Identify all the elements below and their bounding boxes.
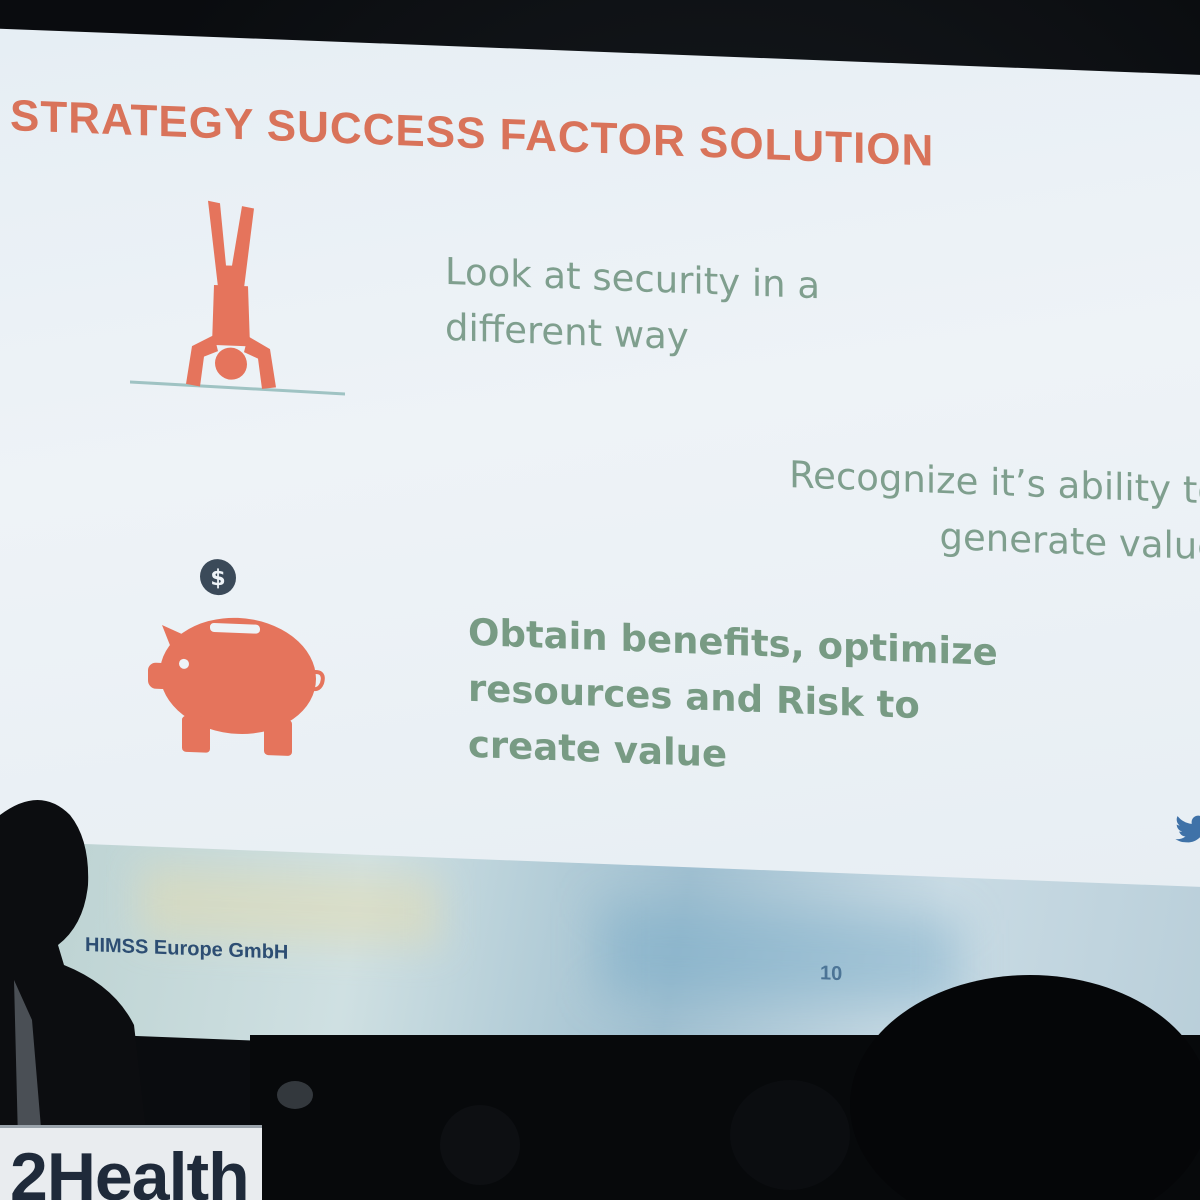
presentation-slide: STRATEGY SUCCESS FACTOR SOLUTION Look at…: [0, 28, 1200, 897]
piggy-bank-icon: $: [148, 559, 325, 756]
point-obtain-benefits: Obtain benefits, optimize resources and …: [468, 605, 998, 793]
point-look-at-security: Look at security in a different way: [445, 244, 820, 370]
dollar-coin-icon: $: [200, 559, 236, 596]
event-banner: 2Health: [0, 1125, 262, 1200]
banner-text: 2Health: [10, 1139, 250, 1200]
point-recognize-ability: Recognize it’s ability to generate value: [758, 446, 1200, 576]
slide-title: STRATEGY SUCCESS FACTOR SOLUTION: [10, 91, 935, 176]
svg-text:$: $: [210, 566, 225, 592]
twitter-icon: [1175, 815, 1200, 843]
speaker-silhouette: [0, 800, 154, 1200]
audience-silhouette: [250, 975, 1200, 1200]
handstand-person-icon: [130, 200, 346, 396]
